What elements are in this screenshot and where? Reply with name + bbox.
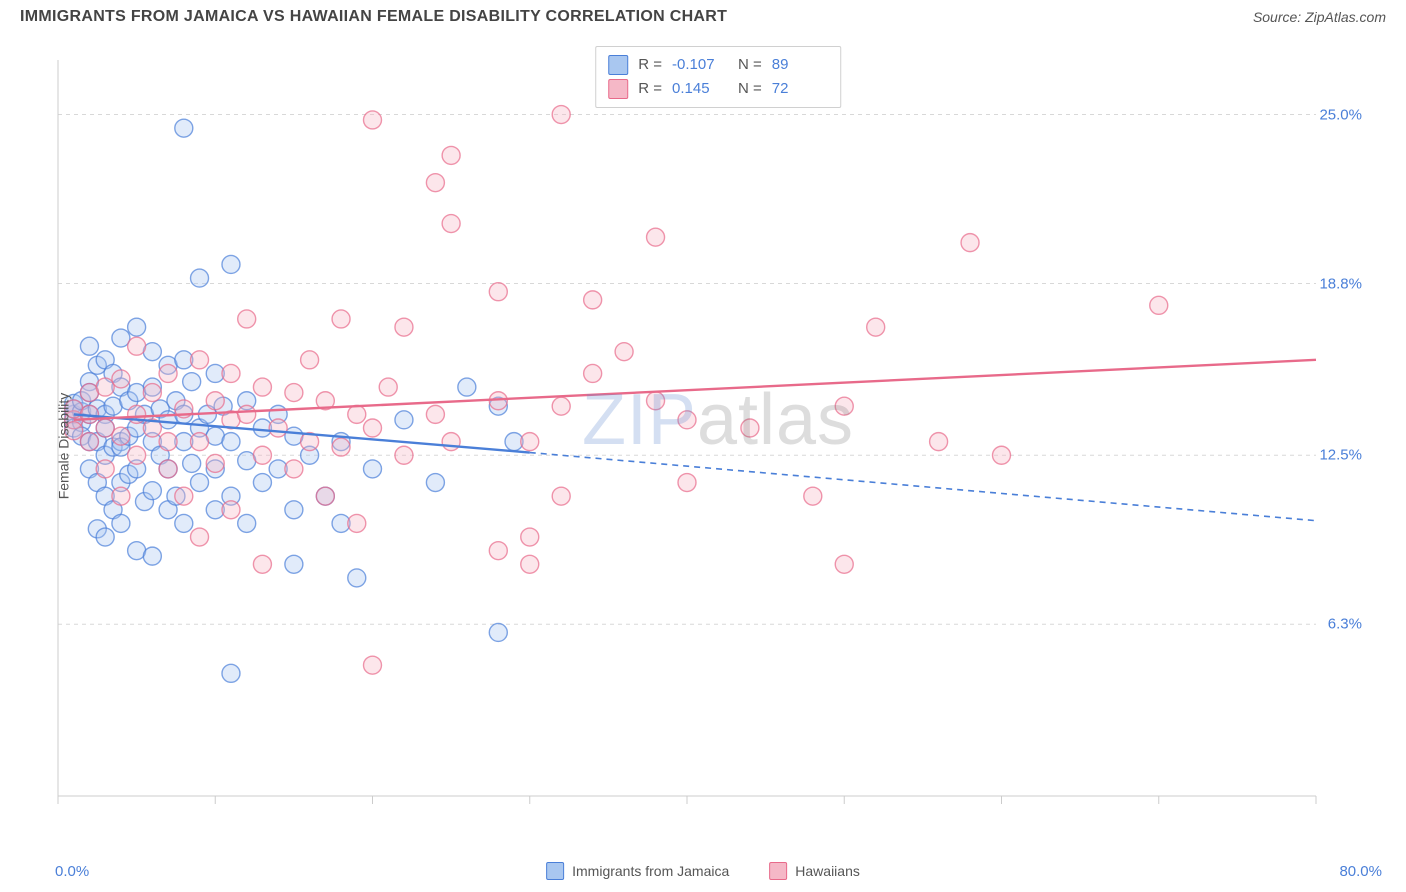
- stat-n-label: N =: [738, 77, 762, 101]
- scatter-plot-svg: [50, 46, 1386, 826]
- y-tick-label: 12.5%: [1319, 447, 1362, 464]
- legend-swatch: [769, 862, 787, 880]
- stat-r-value: 0.145: [672, 77, 728, 101]
- chart-area: ZIPatlas R = -0.107 N = 89 R = 0.145 N =…: [50, 46, 1386, 826]
- legend-swatch: [608, 79, 628, 99]
- x-range-max: 80.0%: [1339, 863, 1382, 880]
- stats-legend: R = -0.107 N = 89 R = 0.145 N = 72: [595, 46, 841, 108]
- y-tick-label: 25.0%: [1319, 106, 1362, 123]
- legend-item: Hawaiians: [769, 862, 860, 880]
- y-tick-label: 6.3%: [1328, 616, 1362, 633]
- chart-title: IMMIGRANTS FROM JAMAICA VS HAWAIIAN FEMA…: [20, 8, 727, 26]
- stat-r-value: -0.107: [672, 53, 728, 77]
- legend-swatch: [608, 55, 628, 75]
- title-bar: IMMIGRANTS FROM JAMAICA VS HAWAIIAN FEMA…: [0, 0, 1406, 30]
- legend-label: Immigrants from Jamaica: [572, 863, 729, 879]
- stat-n-label: N =: [738, 53, 762, 77]
- stats-row: R = 0.145 N = 72: [608, 77, 828, 101]
- stat-r-label: R =: [638, 77, 662, 101]
- stat-n-value: 72: [772, 77, 828, 101]
- y-axis-label: Female Disability: [55, 393, 71, 500]
- stats-row: R = -0.107 N = 89: [608, 53, 828, 77]
- bottom-legend: Immigrants from Jamaica Hawaiians: [546, 862, 860, 880]
- y-tick-label: 18.8%: [1319, 275, 1362, 292]
- legend-swatch: [546, 862, 564, 880]
- source-label: Source: ZipAtlas.com: [1253, 9, 1386, 25]
- legend-item: Immigrants from Jamaica: [546, 862, 729, 880]
- legend-label: Hawaiians: [795, 863, 860, 879]
- stat-r-label: R =: [638, 53, 662, 77]
- stat-n-value: 89: [772, 53, 828, 77]
- x-range-min: 0.0%: [55, 863, 89, 880]
